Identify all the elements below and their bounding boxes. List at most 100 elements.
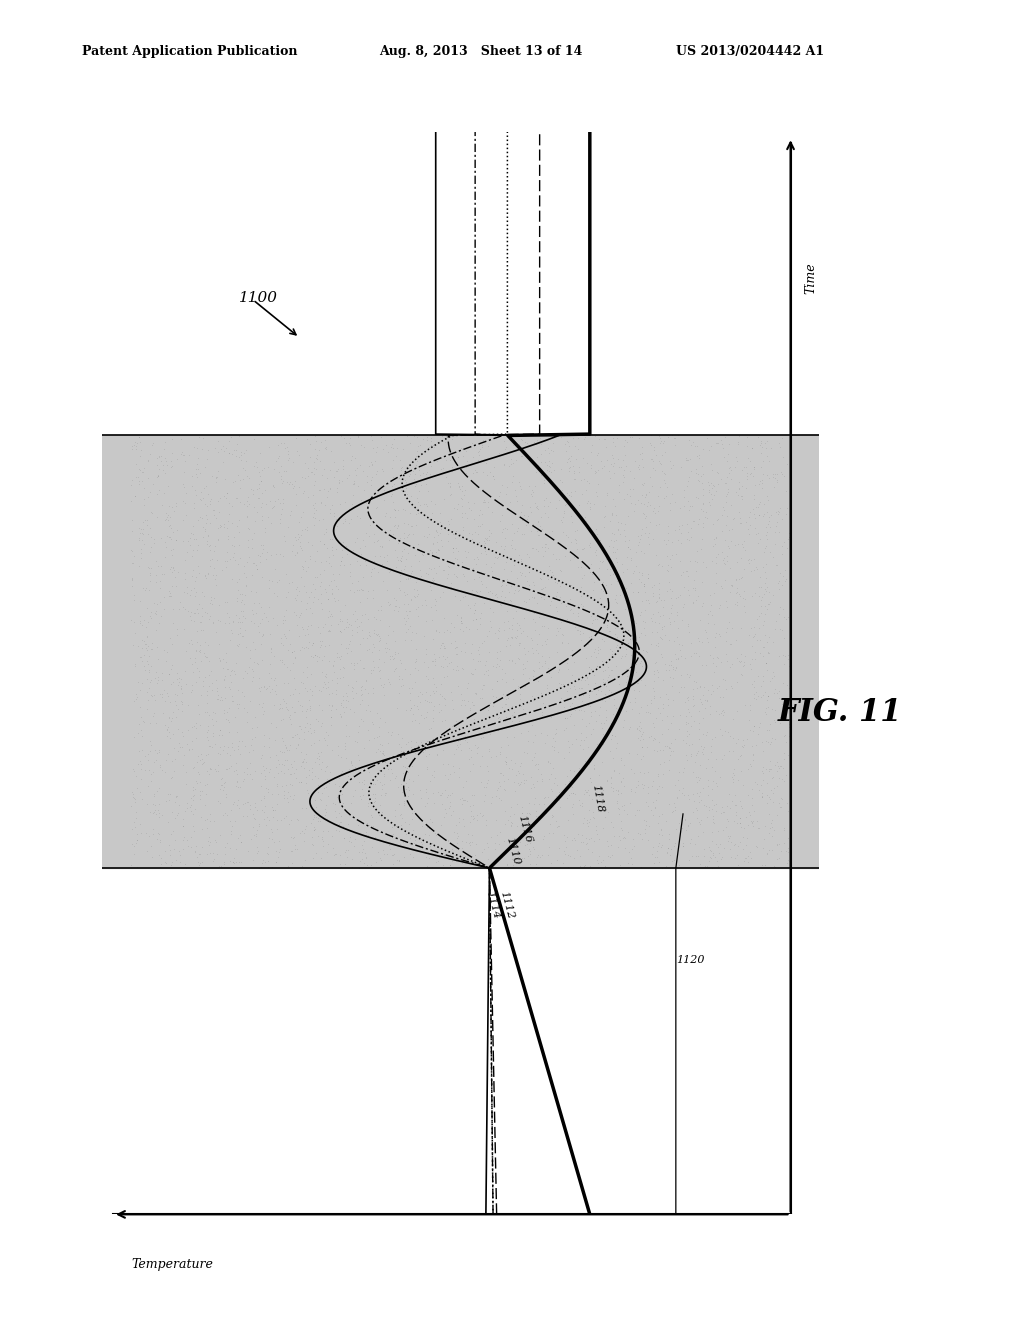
Point [151,807,167,828]
Point [594,718,610,739]
Point [538,803,554,824]
Point [465,795,481,816]
Point [199,647,215,668]
Point [764,840,780,861]
Point [638,640,654,661]
Point [252,552,268,573]
Point [439,550,456,572]
Point [231,825,248,846]
Point [144,762,161,783]
Point [342,499,358,520]
Point [159,718,175,739]
Point [431,693,447,714]
Point [621,619,637,640]
Point [641,533,657,554]
Point [253,747,269,768]
Point [672,550,688,572]
Point [227,440,244,461]
Point [133,754,150,775]
Point [418,494,434,515]
Point [690,791,707,812]
Point [232,832,249,853]
Point [685,432,701,453]
Point [435,739,452,760]
Point [358,813,375,834]
Point [332,494,348,515]
Point [441,477,458,498]
Point [651,477,668,498]
Point [419,430,435,451]
Point [433,634,450,655]
Point [174,809,190,830]
Point [541,437,557,458]
Point [651,587,668,609]
Point [455,550,471,572]
Point [284,756,300,777]
Point [632,721,648,742]
Point [454,475,470,496]
Point [516,524,532,545]
Point [227,664,244,685]
Point [679,528,695,549]
Point [426,557,442,578]
Point [756,463,772,484]
Point [141,645,158,667]
Point [754,473,770,494]
Point [425,651,441,672]
Point [537,540,553,561]
Point [400,780,417,801]
Point [679,477,695,498]
Point [308,651,325,672]
Point [758,704,774,725]
Point [625,562,641,583]
Point [594,550,610,572]
Point [268,675,285,696]
Point [431,540,447,561]
Point [677,808,693,829]
Point [312,681,329,702]
Point [441,792,458,813]
Point [552,470,568,491]
Point [299,593,315,614]
Point [563,693,580,714]
Point [329,787,345,808]
Point [217,437,233,458]
Point [565,602,582,623]
Point [136,495,153,516]
Point [685,685,701,706]
Point [624,426,640,447]
Point [177,800,194,821]
Point [769,554,785,576]
Point [629,718,645,739]
Point [559,525,575,546]
Point [594,689,610,710]
Point [584,788,600,809]
Point [552,796,568,817]
Point [400,813,417,834]
Point [520,803,537,824]
Point [602,639,618,660]
Point [514,803,530,824]
Point [754,760,770,781]
Point [182,795,199,816]
Point [232,591,249,612]
Point [372,847,388,869]
Point [670,425,686,446]
Point [250,816,266,837]
Point [539,459,555,480]
Point [771,713,787,734]
Point [196,671,212,692]
Point [731,808,748,829]
Point [265,496,282,517]
Point [689,783,706,804]
Point [480,760,497,781]
Point [155,494,171,515]
Point [142,672,159,693]
Point [179,829,196,850]
Point [604,659,621,680]
Point [348,671,365,692]
Point [262,713,279,734]
Point [171,841,187,862]
Point [662,793,678,814]
Point [442,652,459,673]
